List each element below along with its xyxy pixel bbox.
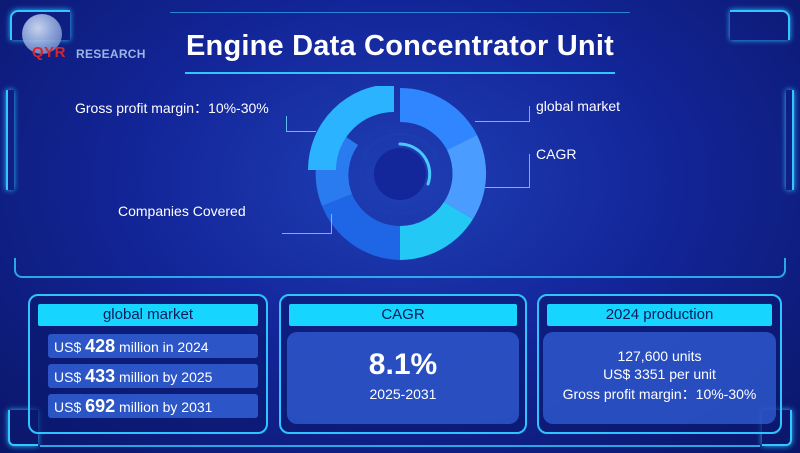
market-suffix: million by 2031 <box>115 399 213 415</box>
donut-segment-bottom-left <box>322 194 400 260</box>
market-suffix: million by 2025 <box>115 369 213 385</box>
donut-segment-top <box>400 87 477 150</box>
production-header: 2024 production <box>547 304 772 326</box>
leader-line <box>286 116 316 132</box>
cagr-value-box: 8.1% 2025-2031 <box>287 332 519 424</box>
market-value: 428 <box>85 336 116 356</box>
cagr-value: 8.1% <box>368 348 438 381</box>
currency-prefix: US$ <box>54 399 86 415</box>
global-market-header: global market <box>38 304 258 326</box>
global-market-row: US$ 433 million by 2025 <box>48 364 258 388</box>
logo-research-text: RESEARCH <box>76 47 146 61</box>
donut-graphic <box>308 86 487 260</box>
global-market-row: US$ 428 million in 2024 <box>48 334 258 358</box>
production-panel: 2024 production 127,600 units US$ 3351 p… <box>537 294 782 434</box>
production-margin: Gross profit margin：10%-30% <box>562 386 757 402</box>
market-suffix: million in 2024 <box>115 339 209 355</box>
market-value: 433 <box>85 366 116 386</box>
callout-gross-profit: Gross profit margin：10%-30% <box>75 100 269 116</box>
currency-prefix: US$ <box>54 369 86 385</box>
production-price: US$ 3351 per unit <box>603 366 716 382</box>
qyresearch-logo: QYR RESEARCH <box>14 14 164 64</box>
callout-companies-covered: Companies Covered <box>118 203 246 219</box>
leader-line <box>282 214 332 234</box>
cagr-period: 2025-2031 <box>369 386 437 402</box>
leader-line <box>485 154 530 188</box>
currency-prefix: US$ <box>54 339 86 355</box>
production-units: 127,600 units <box>617 348 702 364</box>
cagr-header: CAGR <box>289 304 517 326</box>
global-market-row: US$ 692 million by 2031 <box>48 394 258 418</box>
production-box: 127,600 units US$ 3351 per unit Gross pr… <box>543 332 776 424</box>
page-title: Engine Data Concentrator Unit <box>186 30 614 62</box>
callout-global-market: global market <box>536 98 621 114</box>
cagr-panel: CAGR 8.1% 2025-2031 <box>279 294 527 434</box>
market-value: 692 <box>85 396 116 416</box>
leader-line <box>475 106 530 122</box>
donut-segment-top-left <box>308 86 394 170</box>
globe-icon <box>22 14 62 54</box>
logo-qyr-text: QYR <box>32 44 67 61</box>
donut-segment-right <box>444 135 487 219</box>
donut-segment-bottom-right <box>400 202 473 260</box>
callout-cagr: CAGR <box>536 146 577 162</box>
